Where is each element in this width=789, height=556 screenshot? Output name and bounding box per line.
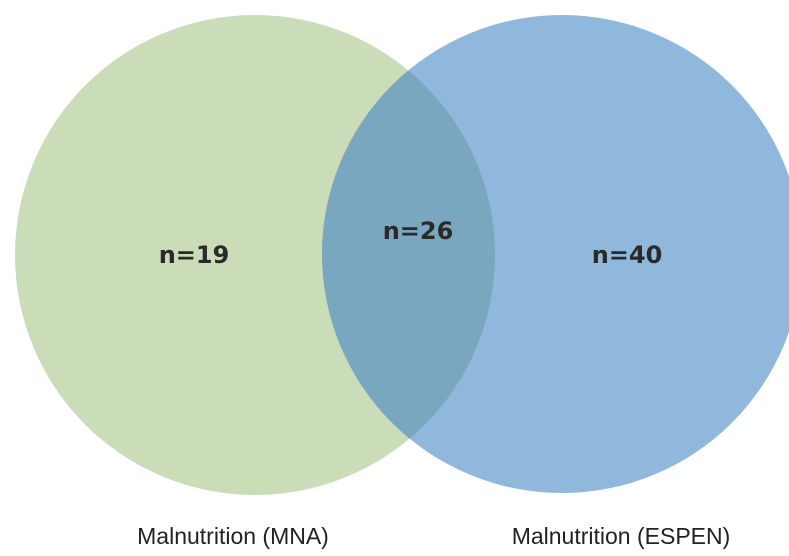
- left-count: n=19: [159, 241, 230, 269]
- right-count: n=40: [592, 241, 663, 269]
- overlap-region: [322, 15, 495, 493]
- set-label-right: Malnutrition (ESPEN): [512, 523, 731, 549]
- set-label-left: Malnutrition (MNA): [137, 523, 329, 549]
- overlap-count: n=26: [383, 217, 454, 245]
